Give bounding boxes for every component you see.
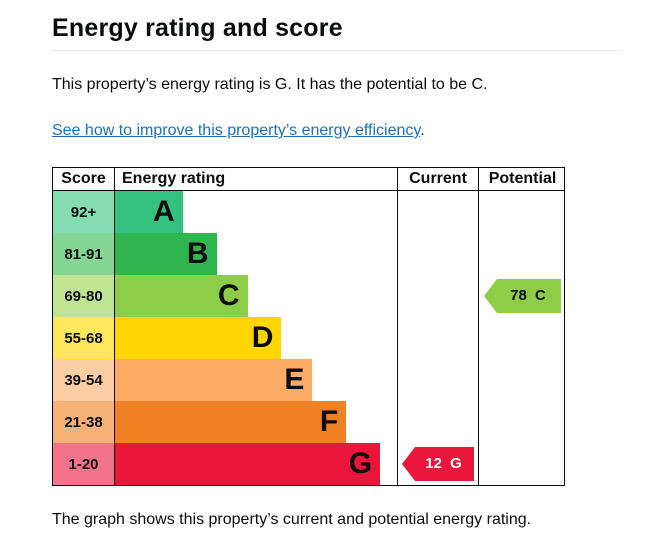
rating-bar-b: B [115,233,217,275]
potential-cell [479,191,566,233]
rating-bar-f: F [115,401,347,443]
rating-letter: F [319,405,339,438]
potential-cell [479,401,566,443]
potential-cell [479,233,566,275]
rating-letter: G [348,447,373,480]
rating-bar-e: E [115,359,313,401]
score-range: 69-80 [53,275,115,317]
rating-bar-g: G [115,443,381,485]
header-score: Score [53,168,115,190]
current-cell [398,275,479,317]
rating-letter: A [153,195,175,228]
rating-bar-a: A [115,191,183,233]
band-row-f: 21-38 F [53,401,564,443]
score-range: 81-91 [53,233,115,275]
rating-bar-cell: B [115,233,398,275]
rating-bar-cell: F [115,401,398,443]
potential-cell [479,317,566,359]
potential-cell: 78 C [479,275,566,317]
potential-cell [479,359,566,401]
rating-letter: C [217,279,240,312]
band-row-c: 69-80 C 78 C [53,275,564,317]
rating-letter: E [284,363,305,396]
potential-cell [479,443,566,485]
current-rating-arrow: 12 G [402,447,474,481]
improve-efficiency-link[interactable]: See how to improve this property’s energ… [52,122,421,139]
band-row-g: 1-20 G 12 G [53,443,564,485]
header-energy-rating: Energy rating [115,168,398,190]
header-potential: Potential [488,170,557,187]
chart-caption: The graph shows this property’s current … [52,511,532,528]
chart-header-row: Score Energy rating Current Potential [53,168,564,191]
rating-bar-cell: G [115,443,398,485]
rating-bar-d: D [115,317,282,359]
potential-rating-arrow: 78 C [484,279,561,313]
intro-text: This property’s energy rating is G. It h… [52,76,488,93]
rating-bar-cell: D [115,317,398,359]
rating-bar-cell: E [115,359,398,401]
rating-bar-cell: C [115,275,398,317]
score-range: 39-54 [53,359,115,401]
band-row-b: 81-91 B [53,233,564,275]
current-cell: 12 G [398,443,479,485]
rating-bar-cell: A [115,191,398,233]
score-range: 55-68 [53,317,115,359]
current-cell [398,317,479,359]
page-title: Energy rating and score [52,14,622,51]
score-range: 1-20 [53,443,115,485]
energy-rating-chart: Score Energy rating Current Potential 92… [52,167,565,486]
improve-paragraph: See how to improve this property’s energ… [52,122,622,140]
rating-letter: B [186,237,209,270]
current-cell [398,191,479,233]
band-row-d: 55-68 D [53,317,564,359]
band-row-a: 92+ A [53,191,564,233]
header-current: Current [398,168,479,190]
score-range: 21-38 [53,401,115,443]
score-range: 92+ [53,191,115,233]
rating-letter: D [251,321,274,354]
current-cell [398,359,479,401]
current-cell [398,401,479,443]
rating-bar-c: C [115,275,248,317]
improve-link-suffix: . [420,122,425,139]
current-cell [398,233,479,275]
band-row-e: 39-54 E [53,359,564,401]
